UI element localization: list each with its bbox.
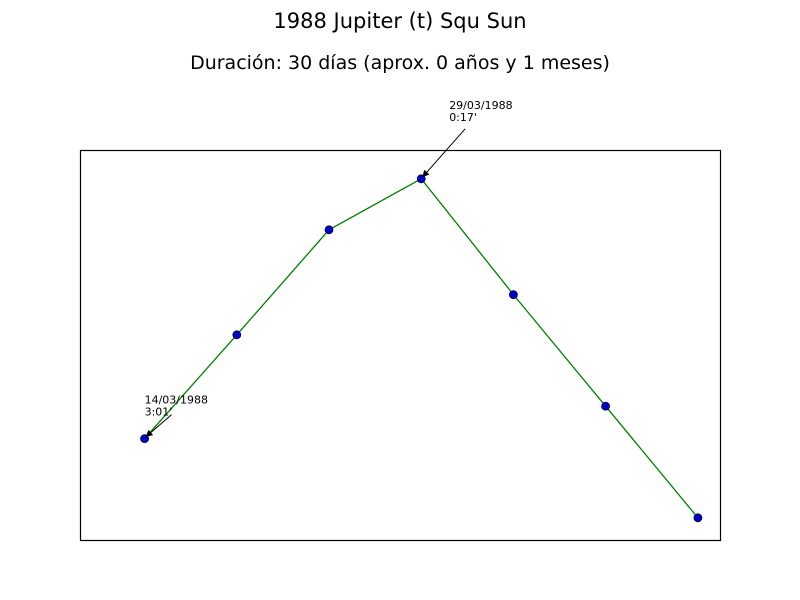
series-group bbox=[140, 174, 703, 523]
annotation-date-label: 14/03/1988 bbox=[145, 394, 208, 407]
annotation-value-label: 0:17' bbox=[449, 111, 477, 124]
annotation-arrow bbox=[422, 128, 466, 178]
chart-subtitle: Duración: 30 días (aprox. 0 años y 1 mes… bbox=[190, 52, 610, 74]
annotation-arrow bbox=[145, 414, 172, 438]
data-point bbox=[324, 225, 334, 235]
data-point bbox=[693, 513, 703, 523]
data-point bbox=[232, 330, 242, 340]
data-point bbox=[601, 401, 610, 411]
series-line bbox=[144, 177, 699, 519]
data-point bbox=[509, 290, 518, 300]
annotation-date-label: 29/03/1988 bbox=[449, 99, 512, 112]
chart-title: 1988 Jupiter (t) Squ Sun bbox=[273, 9, 526, 33]
annotation-value-label: 3:01' bbox=[145, 406, 173, 419]
plot-area-frame bbox=[79, 149, 722, 542]
